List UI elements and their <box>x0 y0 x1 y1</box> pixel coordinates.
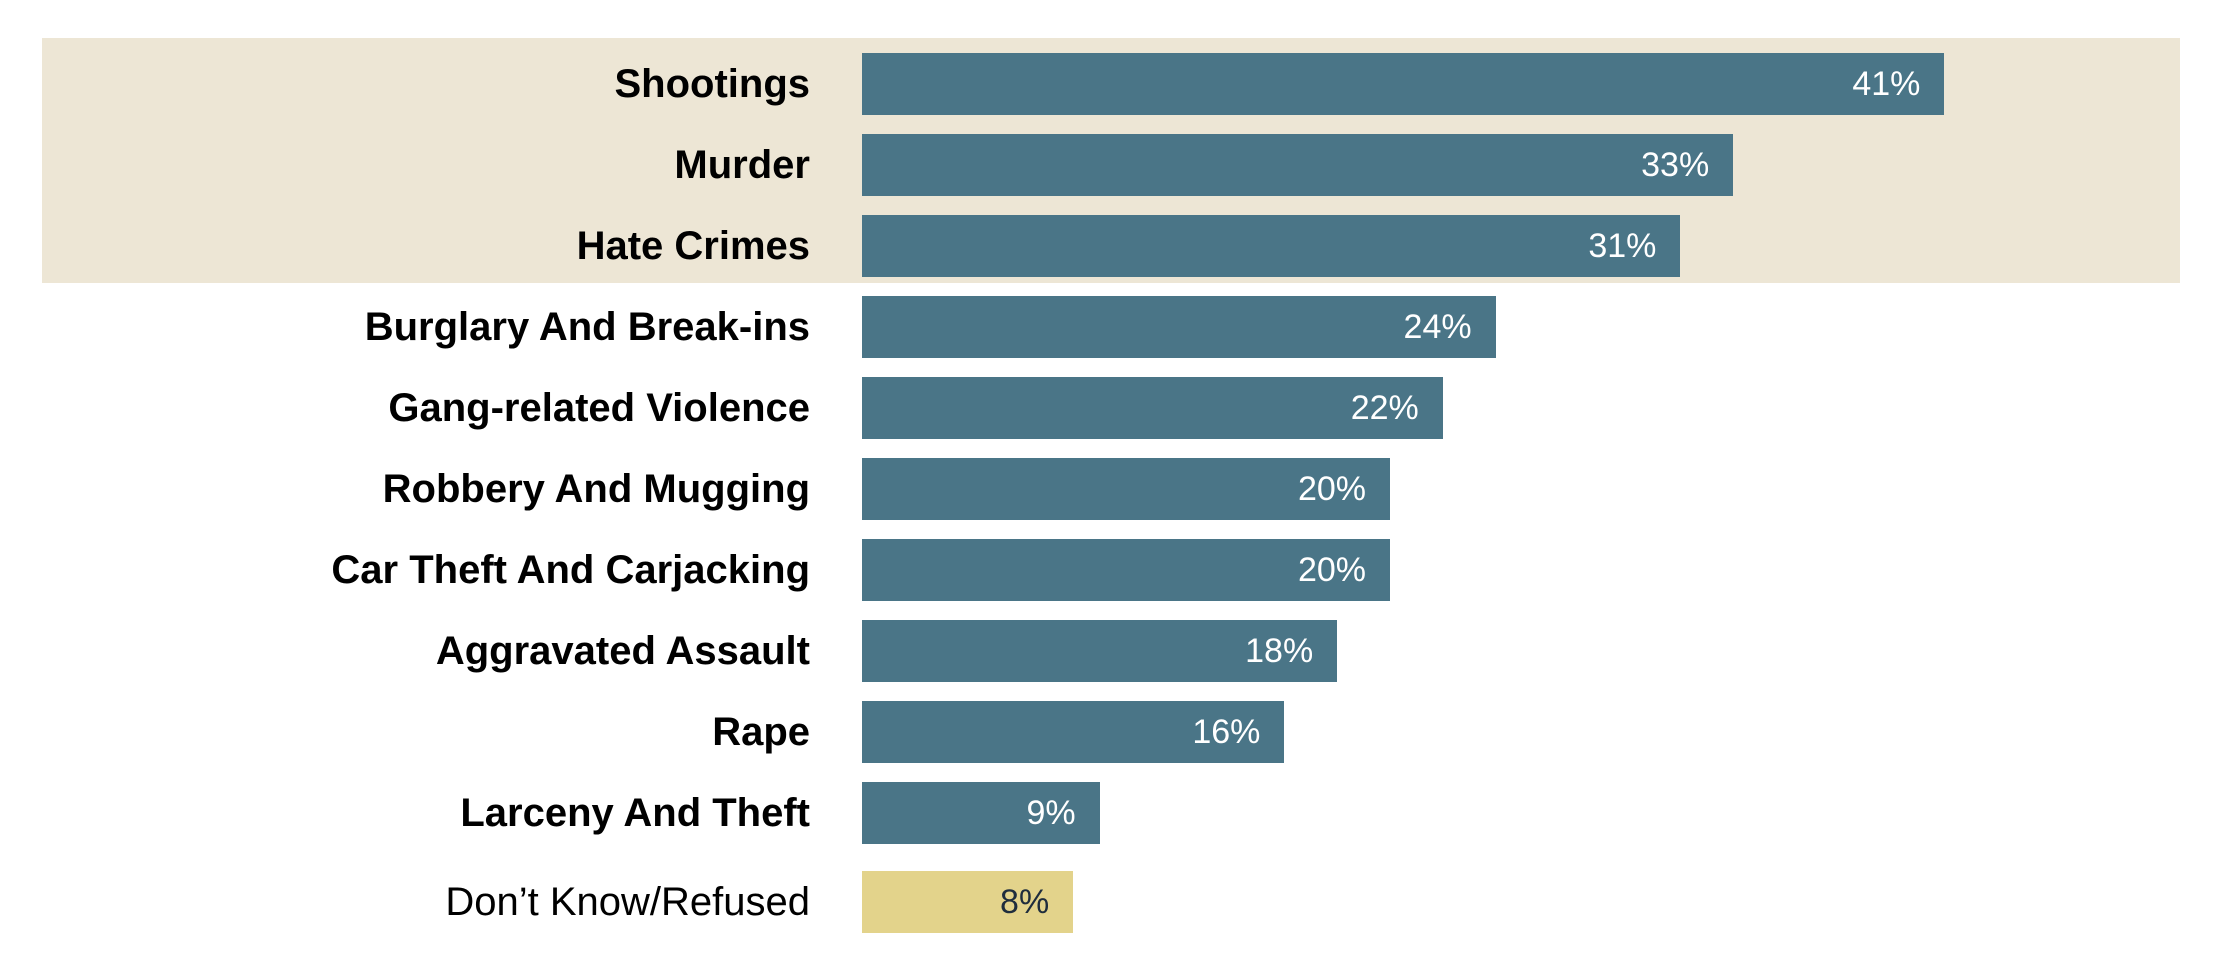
bar-value-label: 16% <box>1192 713 1261 751</box>
bar-value-label: 24% <box>1403 308 1472 346</box>
category-label: Shootings <box>614 62 810 106</box>
bar <box>862 458 1390 520</box>
bar-value-label: 41% <box>1852 65 1921 103</box>
bar <box>862 296 1496 358</box>
bar-value-label: 20% <box>1297 470 1366 508</box>
bar <box>862 215 1681 277</box>
bar <box>862 782 1100 844</box>
bar-value-label: 8% <box>1000 883 1050 921</box>
bar <box>862 701 1285 763</box>
bar <box>862 539 1390 601</box>
category-label: Rape <box>712 710 810 754</box>
category-label: Don’t Know/Refused <box>445 880 810 924</box>
bar <box>862 53 1945 115</box>
bar-value-label: 31% <box>1588 227 1657 265</box>
category-label: Murder <box>674 143 810 187</box>
bar-value-label: 33% <box>1641 146 1710 184</box>
bar <box>862 377 1443 439</box>
category-label: Car Theft And Carjacking <box>331 548 810 592</box>
bar <box>862 871 1074 933</box>
bar <box>862 134 1734 196</box>
bar <box>862 620 1338 682</box>
category-label: Aggravated Assault <box>435 629 810 673</box>
bar-value-label: 20% <box>1297 551 1366 589</box>
category-label: Robbery And Mugging <box>382 467 810 511</box>
category-label: Burglary And Break-ins <box>364 305 810 349</box>
category-label: Larceny And Theft <box>460 791 810 835</box>
bar-value-label: 9% <box>1026 794 1076 832</box>
bar-value-label: 18% <box>1245 632 1314 670</box>
category-label: Hate Crimes <box>576 224 810 268</box>
category-label: Gang-related Violence <box>388 386 810 430</box>
bar-value-label: 22% <box>1350 389 1419 427</box>
